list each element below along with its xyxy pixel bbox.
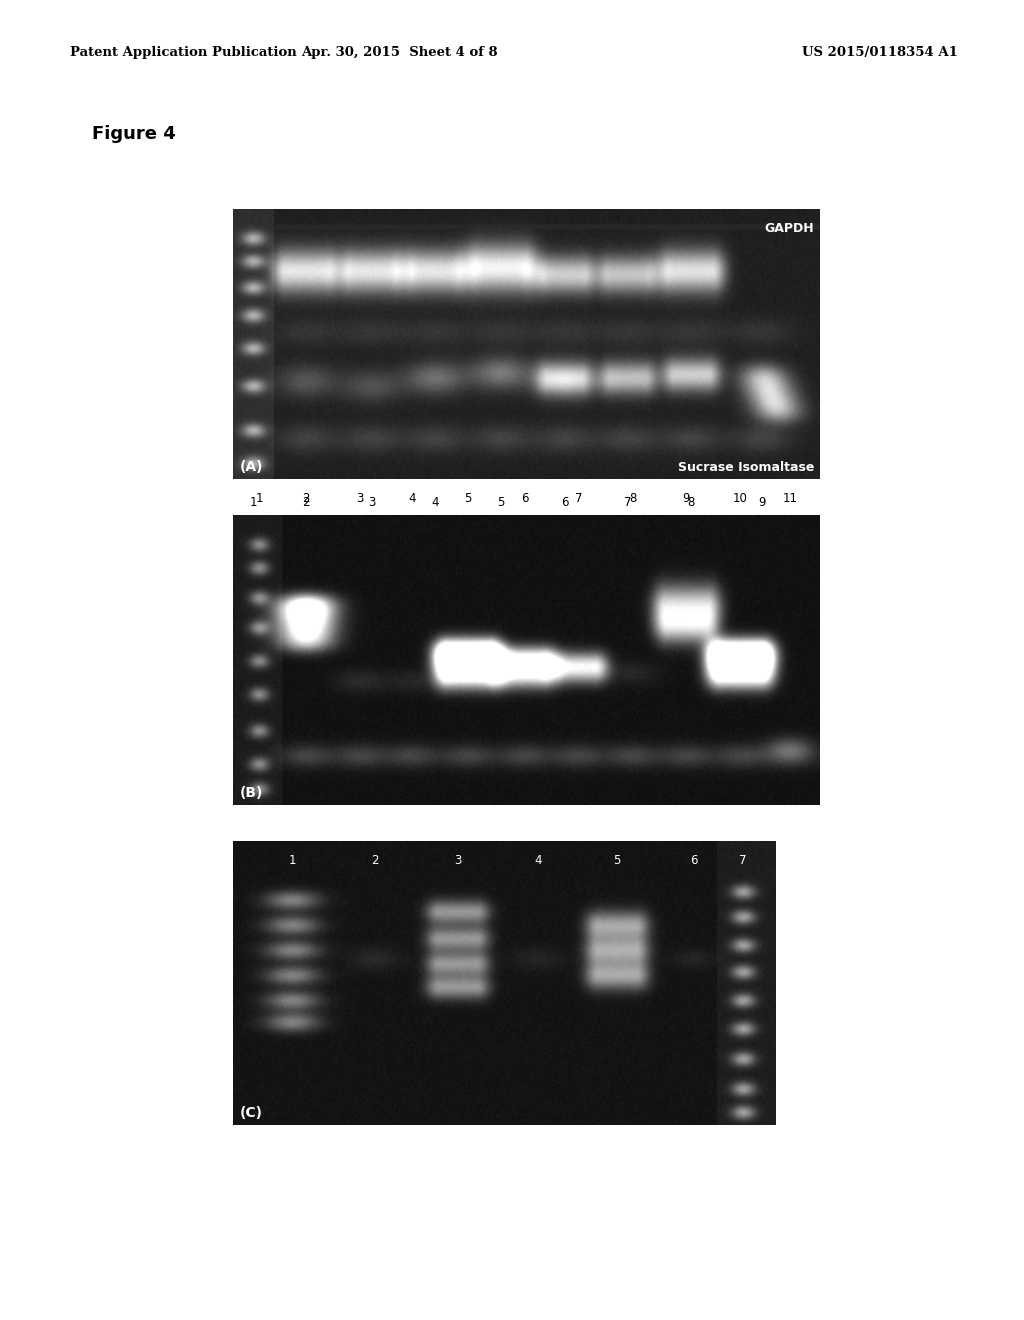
Text: 7: 7 — [574, 492, 583, 504]
Text: GAPDH: GAPDH — [765, 222, 814, 235]
Text: 6: 6 — [561, 495, 568, 508]
Text: Sucrase Isomaltase: Sucrase Isomaltase — [678, 461, 814, 474]
Text: 5: 5 — [498, 495, 505, 508]
Text: 1: 1 — [250, 495, 257, 508]
Text: 7: 7 — [739, 854, 746, 867]
Text: US 2015/0118354 A1: US 2015/0118354 A1 — [802, 46, 957, 59]
Text: 5: 5 — [465, 492, 472, 504]
Text: Patent Application Publication: Patent Application Publication — [70, 46, 296, 59]
Text: 6: 6 — [690, 854, 697, 867]
Text: 1: 1 — [289, 854, 296, 867]
Text: (A): (A) — [240, 461, 263, 474]
Text: 2: 2 — [302, 492, 310, 504]
Text: 4: 4 — [409, 492, 416, 504]
Text: (B): (B) — [240, 787, 263, 800]
Text: 3: 3 — [369, 495, 376, 508]
Text: 4: 4 — [431, 495, 439, 508]
Text: 1: 1 — [256, 492, 263, 504]
Text: 3: 3 — [356, 492, 364, 504]
Text: 9: 9 — [758, 495, 765, 508]
Text: 10: 10 — [733, 492, 748, 504]
Text: 2: 2 — [302, 495, 310, 508]
Text: Apr. 30, 2015  Sheet 4 of 8: Apr. 30, 2015 Sheet 4 of 8 — [301, 46, 498, 59]
Text: 2: 2 — [372, 854, 379, 867]
Text: 7: 7 — [624, 495, 632, 508]
Text: 3: 3 — [454, 854, 462, 867]
Text: 4: 4 — [535, 854, 542, 867]
Text: 8: 8 — [629, 492, 636, 504]
Text: 11: 11 — [782, 492, 798, 504]
Text: Figure 4: Figure 4 — [92, 125, 176, 144]
Text: 5: 5 — [613, 854, 621, 867]
Text: 8: 8 — [687, 495, 695, 508]
Text: 9: 9 — [683, 492, 690, 504]
Text: (C): (C) — [240, 1106, 262, 1119]
Text: 6: 6 — [521, 492, 528, 504]
